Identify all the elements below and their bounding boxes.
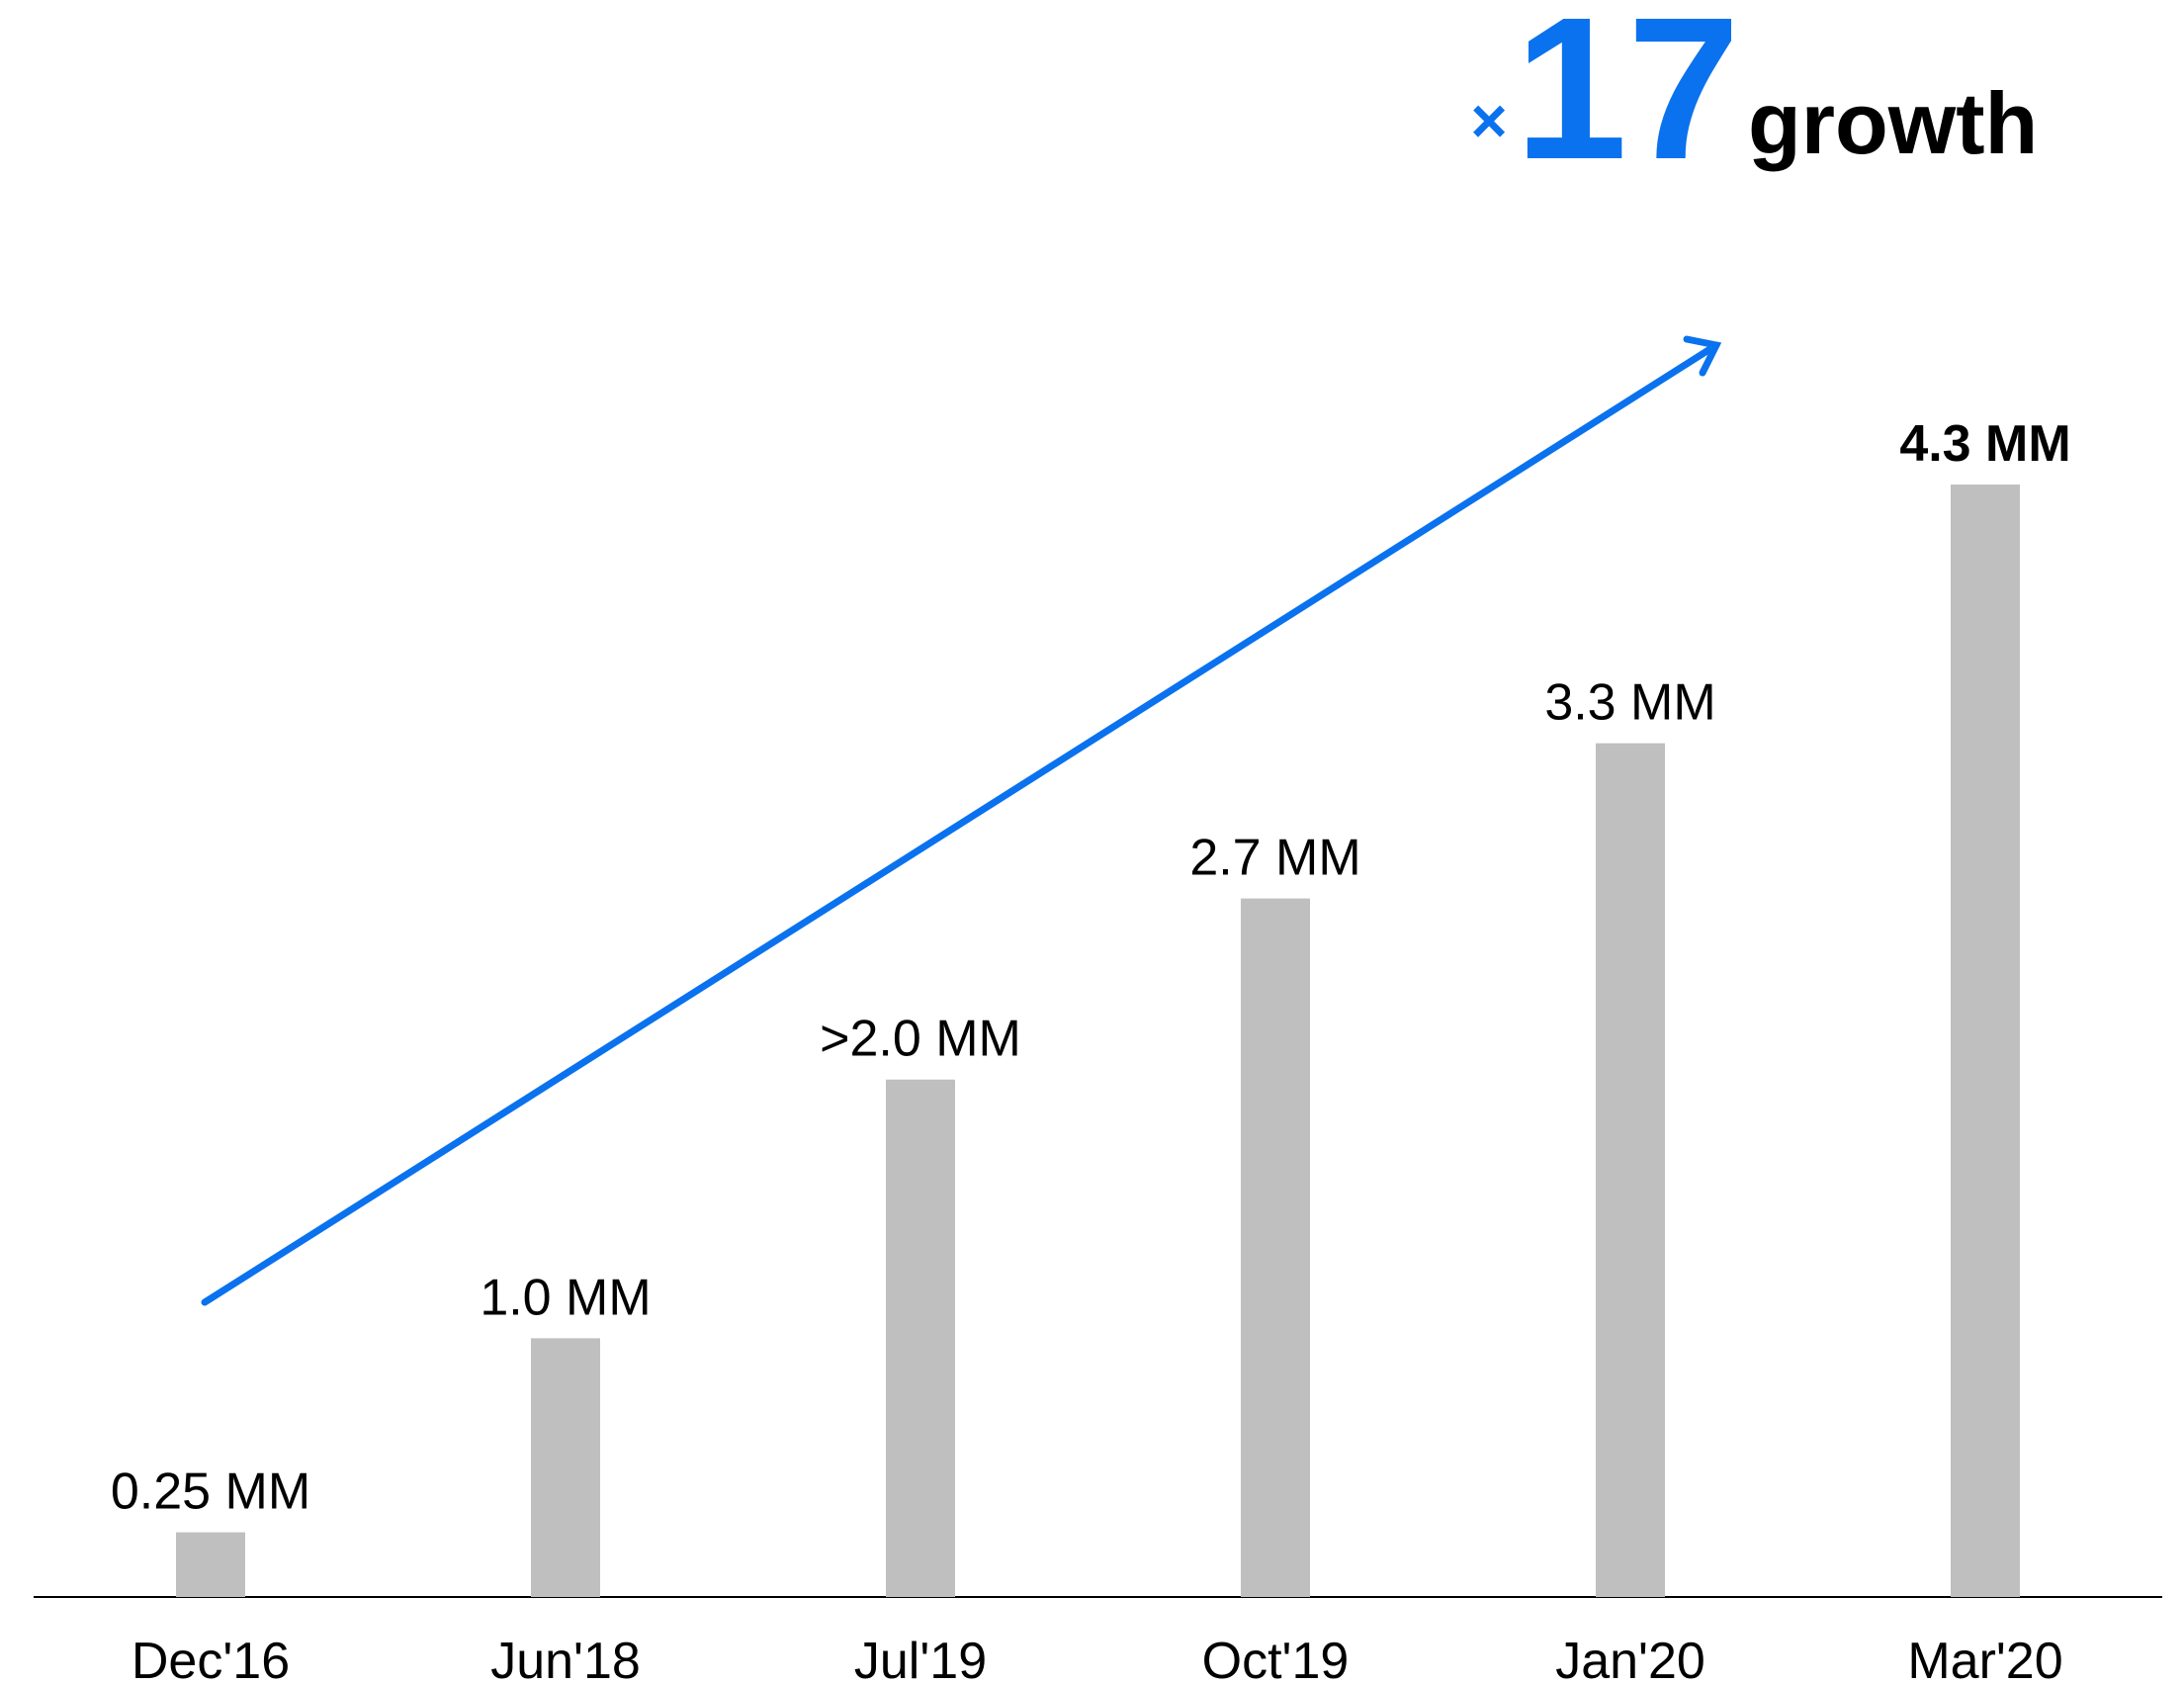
x-tick-label: Dec'16 [131, 1633, 290, 1685]
bar [531, 1338, 600, 1597]
value-label: 0.25 MM [111, 1463, 310, 1521]
value-label: 3.3 MM [1544, 674, 1715, 732]
x-tick-label: Jan'20 [1555, 1633, 1705, 1685]
x-tick-label: Jul'19 [854, 1633, 987, 1685]
value-label: >2.0 MM [820, 1011, 1021, 1068]
x-tick-label: Mar'20 [1907, 1633, 2062, 1685]
bar [176, 1532, 245, 1597]
bar [886, 1079, 955, 1597]
value-label: 2.7 MM [1189, 830, 1360, 887]
bar [1596, 743, 1665, 1597]
headline-factor: 17 [1515, 0, 1740, 202]
x-tick-label: Jun'18 [490, 1633, 641, 1685]
value-label: 4.3 MM [1899, 415, 2070, 473]
bar [1951, 485, 2020, 1597]
x-tick-label: Oct'19 [1202, 1633, 1350, 1685]
headline-text: growth [1748, 74, 2038, 172]
headline-sign: × [1470, 85, 1507, 156]
value-label: 1.0 MM [480, 1269, 651, 1326]
growth-arrow [201, 335, 1722, 1306]
bar [1241, 898, 1310, 1597]
